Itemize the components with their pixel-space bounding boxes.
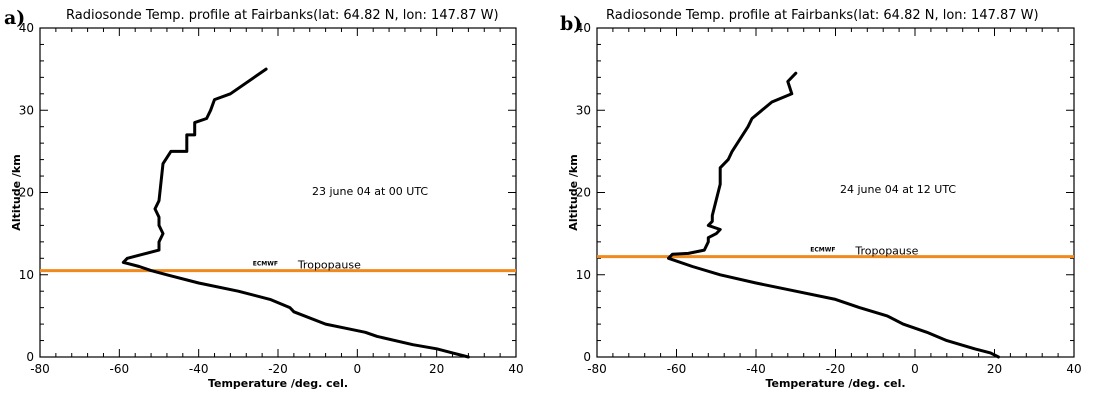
y-tick-label: 40 [576, 21, 591, 35]
x-tick-label: 40 [1066, 362, 1081, 376]
x-axis-title: Temperature /deg. cel. [765, 377, 905, 390]
y-tick-label: 0 [583, 350, 591, 364]
x-tick-label: 20 [987, 362, 1002, 376]
plot-frame [39, 27, 517, 358]
chart-title: Radiosonde Temp. profile at Fairbanks(la… [606, 8, 1039, 23]
x-tick-label: -40 [189, 362, 209, 376]
temperature-profile-line [121, 67, 470, 359]
x-tick-label: -80 [587, 362, 607, 376]
date-annotation: 23 june 04 at 00 UTC [312, 185, 428, 198]
chart-title: Radiosonde Temp. profile at Fairbanks(la… [66, 8, 499, 23]
y-tick-label: 10 [576, 268, 591, 282]
y-tick-label: 20 [576, 186, 591, 200]
y-tick-label: 40 [19, 21, 34, 35]
x-tick-label: 0 [354, 362, 362, 376]
x-axis-title: Temperature /deg. cel. [208, 377, 348, 390]
x-tick-label: 0 [911, 362, 919, 376]
panel-label: b) [560, 13, 582, 35]
x-tick-label: -20 [268, 362, 288, 376]
x-tick-label: -60 [667, 362, 687, 376]
x-tick-label: 20 [429, 362, 444, 376]
tropopause-source-label: ECMWF [253, 261, 278, 268]
y-tick-label: 30 [19, 103, 34, 117]
x-tick-label: -60 [110, 362, 130, 376]
tropopause-source-label: ECMWF [810, 247, 835, 254]
x-tick-label: -20 [826, 362, 846, 376]
y-axis-title: Altitude /km [10, 154, 23, 230]
y-tick-label: 10 [19, 268, 34, 282]
temperature-profile-line [667, 71, 1000, 359]
chart-panel-b: -80 -60 -40 -20 0 20 40 0 10 20 30 40 Temperature /d… [560, 8, 1082, 390]
x-tick-label: 40 [508, 362, 523, 376]
tropopause-label: Tropopause [297, 259, 361, 272]
x-tick-label: -80 [30, 362, 50, 376]
date-annotation: 24 june 04 at 12 UTC [840, 183, 956, 196]
x-tick-label: -40 [746, 362, 766, 376]
chart-panel-a: -80 -60 -40 -20 0 20 40 0 10 20 30 40 Temperature /d… [4, 7, 524, 390]
y-tick-label: 20 [19, 186, 34, 200]
y-tick-label: 30 [576, 103, 591, 117]
tropopause-label: Tropopause [854, 245, 918, 258]
y-tick-label: 0 [26, 350, 34, 364]
plot-frame [596, 27, 1075, 358]
y-axis-title: Altitude /km [567, 154, 580, 230]
panel-label: a) [4, 7, 25, 29]
